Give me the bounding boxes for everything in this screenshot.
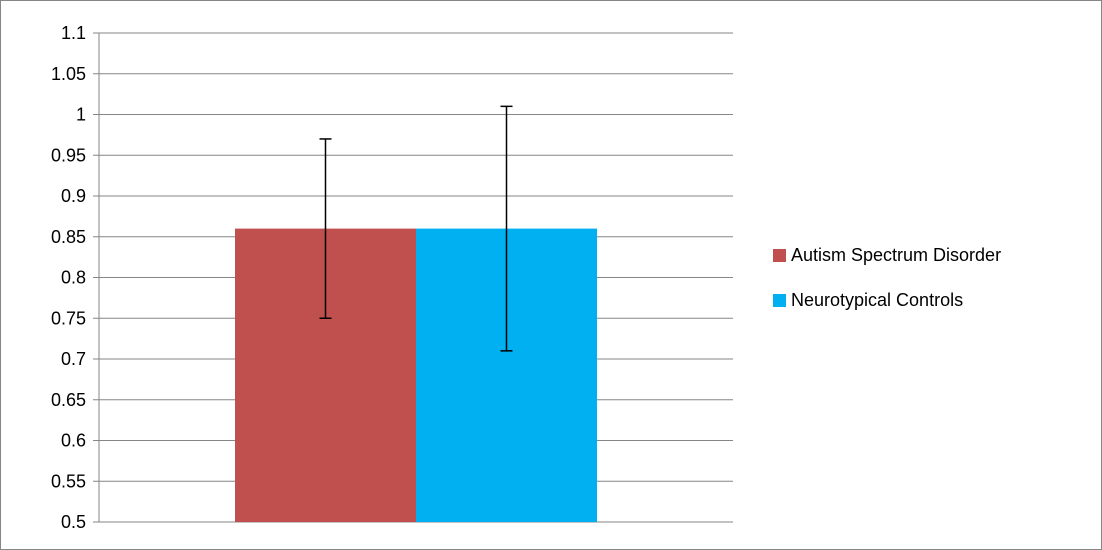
y-tick-label: 0.75 bbox=[51, 308, 86, 328]
y-tick-label: 0.6 bbox=[61, 431, 86, 451]
error-bars bbox=[319, 105, 513, 352]
y-tick-label: 0.9 bbox=[61, 186, 86, 206]
y-tick-label: 0.65 bbox=[51, 390, 86, 410]
y-tick-label: 1 bbox=[76, 105, 86, 125]
legend-item-asd: Autism Spectrum Disorder bbox=[773, 241, 1001, 269]
y-tick-label: 1.05 bbox=[51, 64, 86, 84]
y-tick-label: 1.1 bbox=[61, 23, 86, 43]
y-tick-label: 0.85 bbox=[51, 227, 86, 247]
bars bbox=[235, 228, 597, 522]
legend-label-controls: Neurotypical Controls bbox=[791, 289, 964, 310]
legend-swatch-asd bbox=[773, 248, 786, 262]
legend: Autism Spectrum Disorder Neurotypical Co… bbox=[773, 241, 1001, 331]
y-tick-label: 0.95 bbox=[51, 145, 86, 165]
legend-label-asd: Autism Spectrum Disorder bbox=[791, 244, 1002, 265]
y-tick-label: 0.8 bbox=[61, 268, 86, 288]
y-tick-label: 0.55 bbox=[51, 471, 86, 491]
y-axis-tick-labels: 0.5 0.55 0.6 0.65 0.7 0.75 0.8 0.85 0.9 0.95 1 1.05… bbox=[51, 23, 86, 532]
y-tick-label: 0.5 bbox=[61, 512, 86, 532]
legend-item-controls: Neurotypical Controls bbox=[773, 286, 1001, 314]
legend-swatch-controls bbox=[773, 293, 786, 307]
y-tick-label: 0.7 bbox=[61, 349, 86, 369]
